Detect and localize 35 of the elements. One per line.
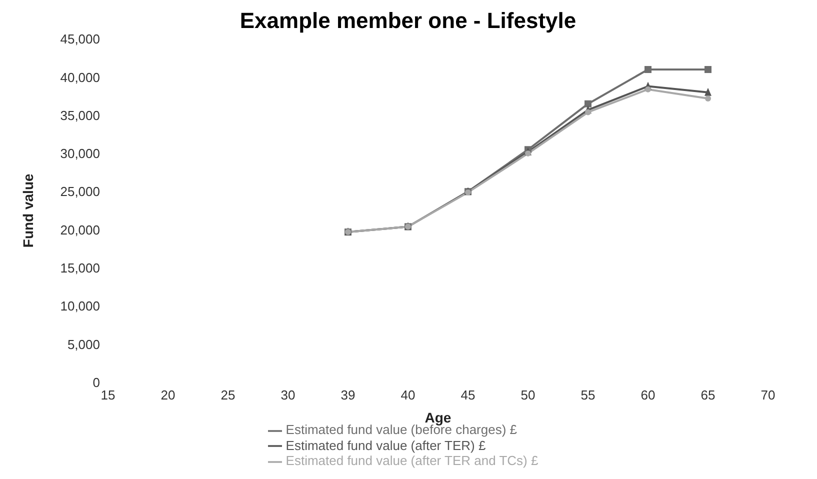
y-tick-label: 45,000 [60,32,100,47]
x-tick-label: 25 [220,388,236,403]
chart-title: Example member one - Lifestyle [240,8,576,33]
y-tick-label: 25,000 [60,184,100,200]
point [704,66,712,74]
legend-label: Estimated fund value (after TER) £ [286,438,486,453]
x-tick-label: 30 [280,388,296,403]
point [645,86,651,92]
y-tick-label: 10,000 [60,298,100,314]
x-tick-label: 20 [160,388,176,403]
y-tick-label: 20,000 [60,222,100,238]
point [705,96,711,102]
y-tick-label: 40,000 [60,70,100,85]
x-tick-label: 70 [760,388,776,403]
x-tick-label: 55 [580,388,596,403]
point [525,150,531,156]
x-tick-label: 60 [640,388,656,403]
y-axis-title: Fund value [20,174,36,248]
y-tick-label: 15,000 [60,260,100,276]
x-tick-label: 15 [100,388,116,403]
point [704,88,712,96]
point [584,100,592,108]
x-tick-label: 39 [340,388,356,403]
point [585,109,591,116]
x-tick-label: 40 [400,388,416,403]
x-tick-label: 50 [520,388,536,403]
x-tick-label: 65 [700,388,716,403]
y-tick-label: 0 [92,374,100,390]
x-tick-label: 45 [460,388,476,403]
point [644,66,652,74]
y-tick-label: 30,000 [60,146,100,162]
y-tick-label: 35,000 [60,108,100,123]
y-tick-label: 5,000 [67,336,100,352]
legend-label: Estimated fund value (after TER and TCs) £ [286,453,538,468]
x-axis-title: Age [424,409,452,426]
